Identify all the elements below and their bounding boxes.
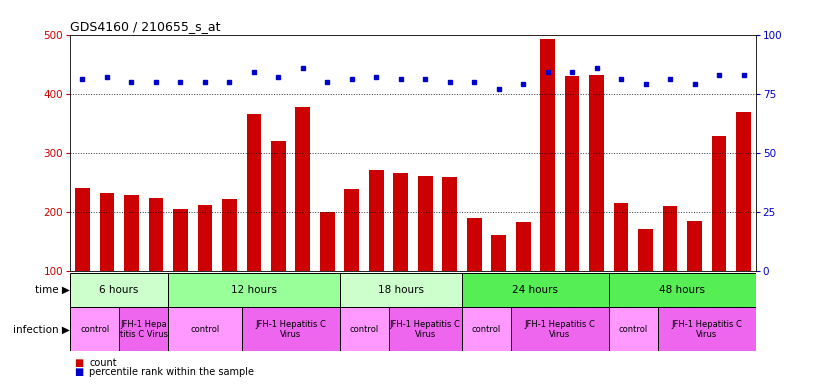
Bar (462, 273, 609, 307)
Bar (491, 235, 506, 271)
Bar (75, 188, 90, 271)
Text: JFH-1 Hepatitis C
Virus: JFH-1 Hepatitis C Virus (672, 319, 743, 339)
Bar (173, 209, 188, 271)
Bar (687, 221, 702, 271)
Bar (511, 307, 609, 351)
Bar (344, 189, 359, 271)
Text: 12 hours: 12 hours (230, 285, 277, 295)
Text: ■: ■ (74, 358, 83, 368)
Text: 24 hours: 24 hours (512, 285, 558, 295)
Bar (149, 198, 164, 271)
Bar (565, 76, 580, 271)
Bar (443, 177, 457, 271)
Bar (369, 170, 383, 271)
Text: control: control (80, 325, 109, 334)
Text: GDS4160 / 210655_s_at: GDS4160 / 210655_s_at (70, 20, 221, 33)
Bar (169, 307, 242, 351)
Text: 6 hours: 6 hours (99, 285, 139, 295)
Bar (540, 39, 555, 271)
Bar (242, 307, 339, 351)
Text: JFH-1 Hepatitis C
Virus: JFH-1 Hepatitis C Virus (525, 319, 596, 339)
Bar (712, 136, 726, 271)
Text: control: control (190, 325, 220, 334)
Bar (119, 307, 169, 351)
Text: 48 hours: 48 hours (659, 285, 705, 295)
Bar (222, 199, 237, 271)
Bar (197, 205, 212, 271)
Bar (736, 112, 751, 271)
Text: control: control (619, 325, 648, 334)
Bar (388, 307, 462, 351)
Bar (657, 307, 756, 351)
Bar (100, 193, 114, 271)
Bar (271, 141, 286, 271)
Bar (70, 307, 119, 351)
Bar (169, 273, 339, 307)
Bar (462, 307, 511, 351)
Text: JFH-1 Hepa
titis C Virus: JFH-1 Hepa titis C Virus (120, 319, 168, 339)
Bar (320, 212, 335, 271)
Text: JFH-1 Hepatitis C
Virus: JFH-1 Hepatitis C Virus (390, 319, 461, 339)
Bar (296, 107, 310, 271)
Text: control: control (349, 325, 378, 334)
Bar (246, 114, 261, 271)
Text: control: control (472, 325, 501, 334)
Bar (609, 273, 756, 307)
Bar (609, 307, 657, 351)
Bar (70, 273, 169, 307)
Text: count: count (89, 358, 116, 368)
Bar (589, 75, 604, 271)
Bar (467, 218, 482, 271)
Text: percentile rank within the sample: percentile rank within the sample (89, 367, 254, 377)
Bar (418, 176, 433, 271)
Text: infection ▶: infection ▶ (13, 324, 70, 334)
Bar (339, 307, 388, 351)
Bar (614, 203, 629, 271)
Text: time ▶: time ▶ (36, 285, 70, 295)
Text: 18 hours: 18 hours (377, 285, 424, 295)
Bar (339, 273, 462, 307)
Text: ■: ■ (74, 367, 83, 377)
Bar (638, 229, 653, 271)
Bar (124, 195, 139, 271)
Bar (662, 206, 677, 271)
Bar (393, 173, 408, 271)
Bar (515, 222, 530, 271)
Text: JFH-1 Hepatitis C
Virus: JFH-1 Hepatitis C Virus (255, 319, 326, 339)
